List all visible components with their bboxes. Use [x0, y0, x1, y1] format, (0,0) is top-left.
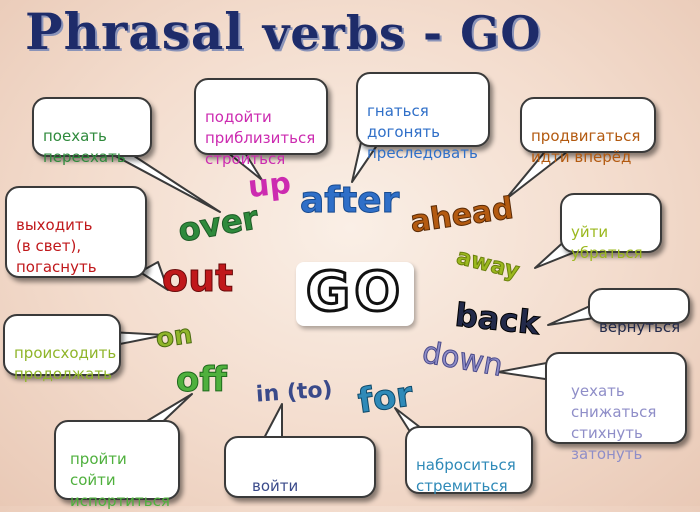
tail-out	[139, 261, 169, 291]
bubble-in-to: войти	[224, 436, 376, 498]
bubble-up: подойти приблизиться строиться	[194, 78, 328, 168]
bubble-on: происходить продолжать	[3, 314, 121, 383]
bubble-out: выходить (в свет), погаснуть	[5, 186, 147, 278]
tail-down	[497, 361, 553, 381]
bubble-off: пройти сойти испортиться	[54, 420, 180, 510]
word-out: out	[161, 256, 234, 301]
bubble-ahead: продвигаться идти вперёд	[520, 97, 656, 166]
bubble-for: наброситься стремиться	[405, 426, 533, 495]
bubble-over-text: поехать переехать	[43, 127, 126, 166]
title-part-verbs-go: verbs - GO	[262, 6, 542, 60]
bubble-for-text: наброситься стремиться	[416, 456, 516, 495]
bubble-down: уехать снижаться стихнуть затонуть	[545, 352, 687, 463]
word-off: off	[176, 360, 228, 401]
bubble-out-text: выходить (в свет), погаснуть	[16, 216, 97, 276]
page-title: Phrasal verbs - GO	[25, 2, 685, 72]
bubble-away: уйти убраться	[560, 193, 662, 262]
go-center-word: GO	[304, 259, 405, 325]
bubble-over: поехать переехать	[32, 97, 152, 166]
bubble-in-to-text: войти	[252, 477, 299, 495]
word-for: for	[355, 374, 416, 422]
word-on: on	[154, 319, 195, 355]
bubble-up-text: подойти приблизиться строиться	[205, 108, 316, 168]
go-center-panel	[296, 262, 414, 326]
bubble-off-text: пройти сойти испортиться	[70, 450, 170, 510]
bubble-after: гнаться догонять преследовать	[356, 72, 490, 162]
bubble-away-text: уйти убраться	[571, 223, 643, 262]
word-in-to: in (to)	[255, 377, 334, 408]
bubble-down-text: уехать снижаться стихнуть затонуть	[571, 382, 657, 463]
bubble-back-text: вернуться	[599, 318, 681, 336]
title-part-phrasal: Phrasal	[25, 2, 245, 61]
bubble-after-text: гнаться догонять преследовать	[367, 102, 478, 162]
bubble-on-text: происходить продолжать	[14, 344, 117, 383]
word-up: up	[246, 165, 293, 206]
bubble-back: вернуться	[588, 288, 690, 336]
bubble-ahead-text: продвигаться идти вперёд	[531, 127, 641, 166]
word-after: after	[299, 180, 400, 222]
